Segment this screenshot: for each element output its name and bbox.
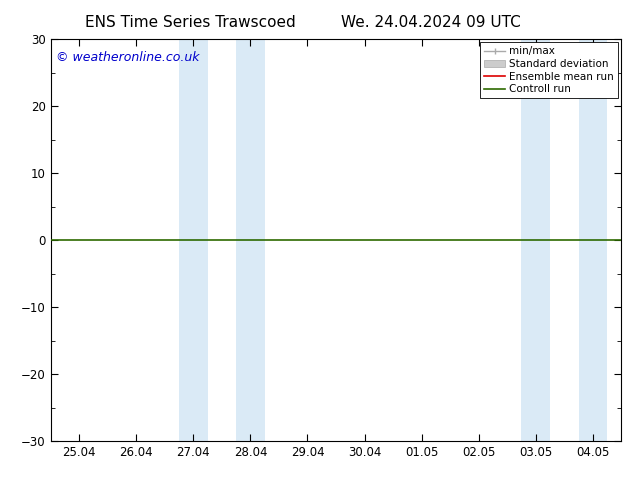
Bar (521, 39, 550, 441)
Bar (236, 39, 265, 441)
Legend: min/max, Standard deviation, Ensemble mean run, Controll run: min/max, Standard deviation, Ensemble me… (480, 42, 618, 98)
Bar (578, 39, 607, 441)
Text: © weatheronline.co.uk: © weatheronline.co.uk (56, 51, 200, 64)
Bar (179, 39, 207, 441)
Text: We. 24.04.2024 09 UTC: We. 24.04.2024 09 UTC (341, 15, 521, 30)
Text: ENS Time Series Trawscoed: ENS Time Series Trawscoed (85, 15, 295, 30)
